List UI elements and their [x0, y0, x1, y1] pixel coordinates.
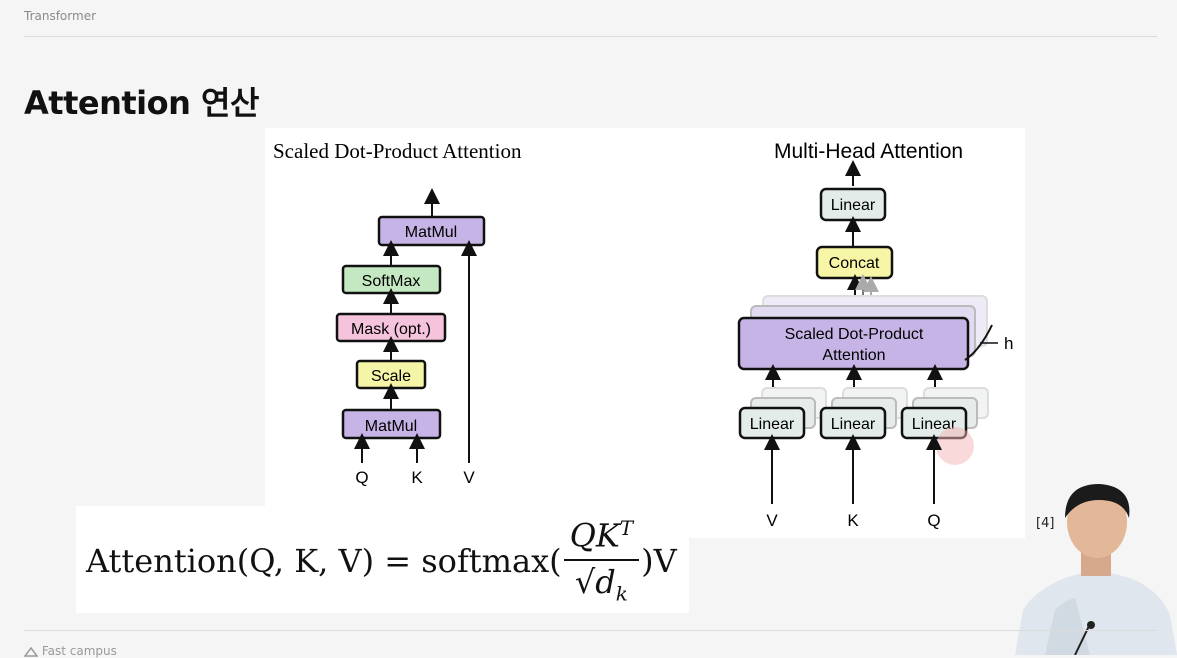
formula-numerator-sup: T — [619, 516, 634, 540]
citation-label: [4] — [1036, 516, 1055, 531]
figure-panel: Scaled Dot-Product Attention MatMul Soft… — [265, 128, 1025, 538]
formula-lhs: Attention(Q, K, V) = softmax( — [86, 541, 562, 580]
presenter-video — [1015, 484, 1177, 655]
header-divider — [24, 36, 1157, 37]
scale-label: Scale — [371, 368, 411, 385]
attention-figure: Scaled Dot-Product Attention MatMul Soft… — [273, 139, 1013, 530]
mh-input-q-label: Q — [927, 511, 940, 530]
softmax-label: SoftMax — [362, 273, 421, 290]
attention-block-line1: Scaled Dot-Product — [785, 326, 924, 343]
cursor-highlight — [936, 427, 974, 465]
mh-input-v-label: V — [766, 511, 778, 530]
formula-denominator-sub: k — [615, 581, 628, 606]
formula-numerator: QK — [569, 516, 620, 555]
footer: Fast campus — [23, 644, 117, 658]
concat-label: Concat — [829, 255, 880, 272]
page-title: Attention 연산 — [24, 84, 259, 122]
breadcrumb: Transformer — [24, 9, 97, 23]
formula-denominator: √d — [574, 562, 616, 601]
input-q-label: Q — [355, 468, 368, 487]
attention-formula: Attention(Q, K, V) = softmax( QKT √dk )V — [86, 516, 677, 605]
attention-block-line2: Attention — [822, 347, 885, 364]
linear-q-label: Linear — [912, 416, 957, 433]
mh-input-k-label: K — [847, 511, 859, 530]
matmul-bottom-label: MatMul — [365, 418, 417, 435]
footer-divider — [24, 630, 1157, 631]
formula-rhs: )V — [641, 541, 677, 580]
fastcampus-logo-icon — [23, 646, 39, 657]
input-k-label: K — [411, 468, 423, 487]
linear-k-label: Linear — [831, 416, 876, 433]
linear-v-label: Linear — [750, 416, 795, 433]
head-count-label: h — [1004, 334, 1013, 353]
input-v-label: V — [463, 468, 475, 487]
right-diagram-title: Multi-Head Attention — [774, 140, 963, 163]
matmul-top-label: MatMul — [405, 224, 457, 241]
linear-top-label: Linear — [831, 197, 876, 214]
left-diagram-title: Scaled Dot-Product Attention — [273, 139, 522, 163]
formula-panel: Attention(Q, K, V) = softmax( QKT √dk )V — [76, 506, 689, 613]
footer-brand: Fast campus — [41, 644, 117, 658]
matmul-bottom-block — [341, 408, 442, 440]
matmul-top-block — [377, 215, 486, 247]
formula-fraction: QKT √dk — [563, 516, 640, 606]
mask-label: Mask (opt.) — [351, 321, 431, 338]
